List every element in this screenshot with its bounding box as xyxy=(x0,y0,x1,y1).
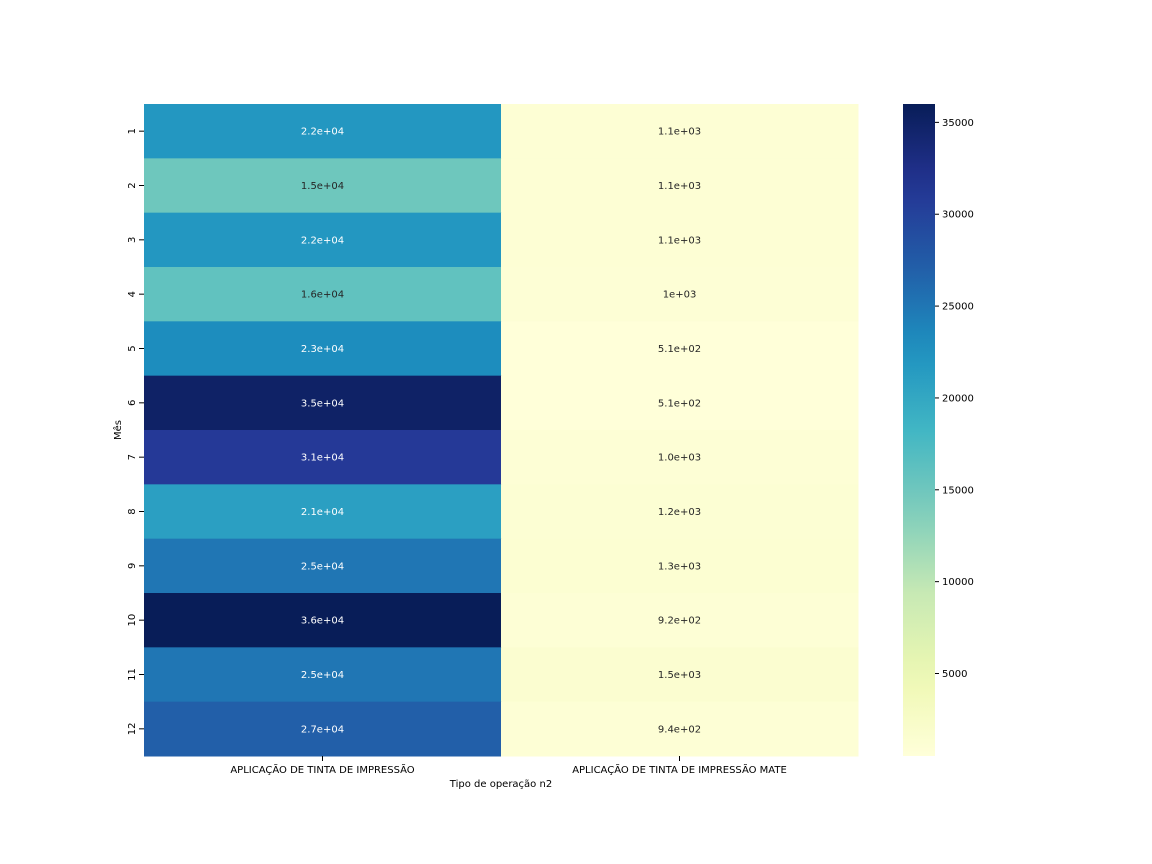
cell-annotation: 1.1e+03 xyxy=(658,181,701,192)
x-tick-label: APLICAÇÃO DE TINTA DE IMPRESSÃO xyxy=(230,763,414,776)
heatmap-cell xyxy=(501,267,859,322)
heatmap-cell xyxy=(501,484,859,540)
y-tick-label: 12 xyxy=(127,722,138,735)
heatmap-cell xyxy=(144,158,502,214)
y-tick-label: 8 xyxy=(127,508,138,514)
y-tick-label: 11 xyxy=(127,668,138,681)
heatmap-cell xyxy=(501,321,859,377)
heatmap-cell xyxy=(501,212,859,268)
cell-annotation: 1.6e+04 xyxy=(301,290,344,301)
y-tick-label: 3 xyxy=(127,237,138,243)
cell-annotation: 2.2e+04 xyxy=(301,127,344,138)
colorbar-gradient xyxy=(903,104,935,756)
heatmap-cell xyxy=(144,484,502,540)
colorbar: 5000 10000 15000 20000 25000 30000 35000 xyxy=(903,104,974,756)
heatmap-cell xyxy=(501,375,859,431)
cell-annotation: 5.1e+02 xyxy=(658,344,701,355)
cell-annotations: 2.2e+04 1.1e+03 1.5e+04 1.1e+03 2.2e+04 1.1e+… xyxy=(301,127,701,736)
x-tick-label: APLICAÇÃO DE TINTA DE IMPRESSÃO MATE xyxy=(572,763,787,776)
colorbar-tick-label: 30000 xyxy=(942,210,974,221)
heatmap-cell xyxy=(501,538,859,594)
x-axis-label: Tipo de operação n2 xyxy=(449,779,552,790)
cell-annotation: 1.1e+03 xyxy=(658,235,701,246)
cell-annotation: 1.2e+03 xyxy=(658,507,701,518)
cell-annotation: 3.5e+04 xyxy=(301,398,344,409)
colorbar-tick-label: 25000 xyxy=(942,302,974,313)
heatmap-cell xyxy=(501,104,859,159)
heatmap-cell xyxy=(501,430,859,485)
heatmap-cell xyxy=(144,375,502,431)
cell-annotation: 2.2e+04 xyxy=(301,235,344,246)
cell-annotation: 1.1e+03 xyxy=(658,127,701,138)
heatmap-cell xyxy=(501,593,859,648)
heatmap-cell xyxy=(144,701,502,757)
y-tick-label: 10 xyxy=(127,614,138,627)
cell-annotation: 5.1e+02 xyxy=(658,398,701,409)
colorbar-tick-label: 35000 xyxy=(942,118,974,129)
heatmap-cell xyxy=(144,267,502,322)
y-axis-label: Mês xyxy=(112,420,124,440)
cell-annotation: 3.1e+04 xyxy=(301,453,344,464)
heatmap-cell xyxy=(144,538,502,594)
heatmap-cell xyxy=(144,647,502,703)
cell-annotation: 1.3e+03 xyxy=(658,561,701,572)
colorbar-tick-label: 20000 xyxy=(942,393,974,404)
y-tick-label: 1 xyxy=(127,128,138,134)
heatmap-cell xyxy=(144,593,502,648)
colorbar-tick-label: 10000 xyxy=(942,577,974,588)
colorbar-tick-label: 15000 xyxy=(942,485,974,496)
y-tick-label: 9 xyxy=(127,563,138,569)
heatmap-cell xyxy=(144,104,502,159)
heatmap-cell xyxy=(501,158,859,214)
heatmap-cell xyxy=(144,430,502,485)
cell-annotation: 1.0e+03 xyxy=(658,453,701,464)
cell-annotation: 2.5e+04 xyxy=(301,670,344,681)
y-tick-label: 6 xyxy=(127,400,138,406)
cell-annotation: 9.4e+02 xyxy=(658,724,701,735)
heatmap-cells xyxy=(144,104,859,757)
cell-annotation: 1.5e+04 xyxy=(301,181,344,192)
cell-annotation: 1.5e+03 xyxy=(658,670,701,681)
heatmap-cell xyxy=(501,701,859,757)
y-tick-label: 2 xyxy=(127,182,138,188)
heatmap-cell xyxy=(144,212,502,268)
cell-annotation: 2.1e+04 xyxy=(301,507,344,518)
y-tick-label: 5 xyxy=(127,345,138,351)
cell-annotation: 2.3e+04 xyxy=(301,344,344,355)
y-tick-label: 4 xyxy=(127,291,138,297)
heatmap-cell xyxy=(144,321,502,377)
cell-annotation: 2.5e+04 xyxy=(301,561,344,572)
colorbar-tick-label: 5000 xyxy=(942,669,967,680)
cell-annotation: 3.6e+04 xyxy=(301,616,344,627)
x-axis: APLICAÇÃO DE TINTA DE IMPRESSÃO APLICAÇÃO… xyxy=(230,756,787,776)
y-tick-label: 7 xyxy=(127,454,138,460)
cell-annotation: 1e+03 xyxy=(663,290,697,301)
cell-annotation: 9.2e+02 xyxy=(658,616,701,627)
heatmap-cell xyxy=(501,647,859,703)
cell-annotation: 2.7e+04 xyxy=(301,724,344,735)
